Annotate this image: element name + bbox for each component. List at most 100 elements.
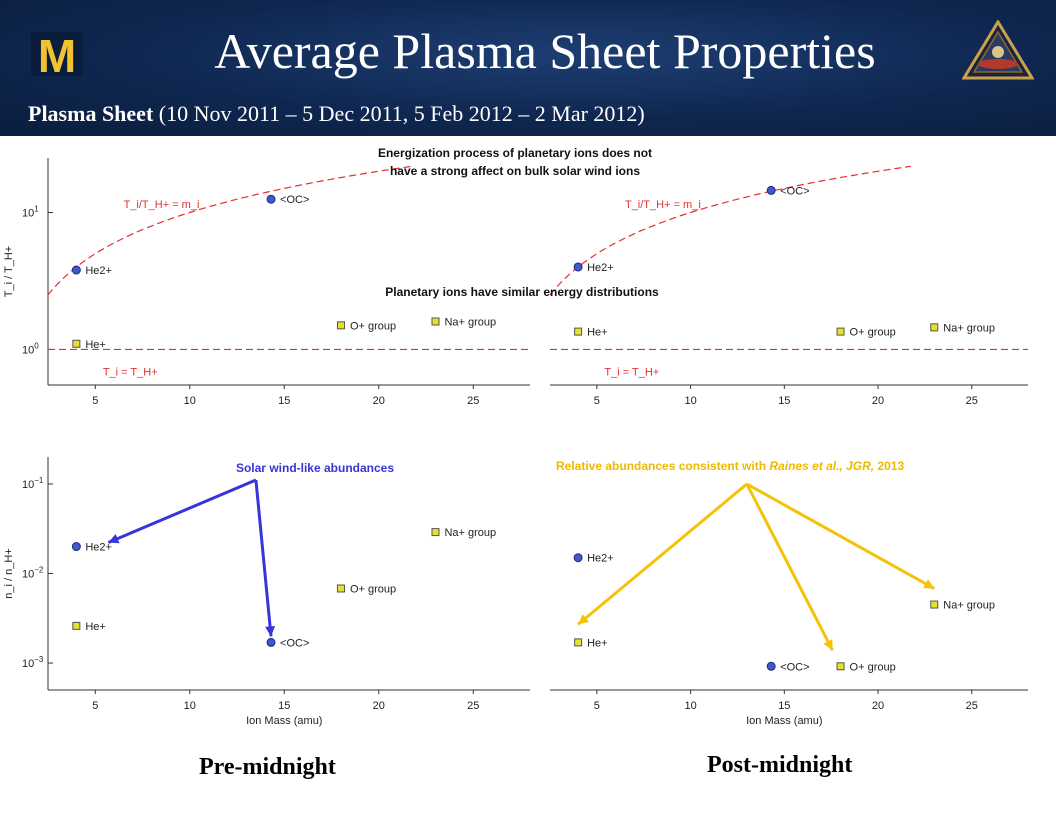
blue-arrow-oc-head [265,626,276,637]
data-point-square [431,528,440,537]
x-tick-label: 10 [684,395,696,407]
slide-subtitle: Plasma Sheet (10 Nov 2011 – 5 Dec 2011, … [28,101,645,127]
y-tick-label: 100 [22,341,39,356]
data-point-circle [71,542,81,552]
data-point-circle [766,185,776,195]
x-tick-label: 25 [467,395,479,407]
energization-line-2: have a strong affect on bulk solar wind … [390,164,640,178]
x-axis-label: Ion Mass (amu) [746,715,822,727]
relative-prefix: Relative abundances consistent with [556,459,769,473]
relative-abundance-annotation: Relative abundances consistent with Rain… [556,459,904,473]
data-point-label: He+ [587,327,608,339]
data-point-label: He+ [587,637,608,649]
gold-arrow-heplus-head [578,614,589,625]
data-point-label: He2+ [587,262,614,274]
data-point-square [836,327,845,336]
data-point-label: Na+ group [444,316,496,328]
gold-arrow-oplus [745,483,834,651]
data-point-circle [573,553,583,563]
data-point-label: <OC> [780,661,809,673]
x-tick-label: 20 [373,395,385,407]
data-point-label: He+ [85,621,106,633]
x-tick-label: 10 [184,395,196,407]
data-point-square [930,600,939,609]
data-point-label: <OC> [280,194,309,206]
data-point-square [930,323,939,332]
data-point-circle [266,194,276,204]
post-midnight-temperature-panel: 5 10 15 20 25 T_i/T_H+ = m_i T_i = T_H+ He2+ He+… [549,165,1028,407]
x-tick-label: 10 [684,700,696,712]
logo-background [31,32,83,76]
x-axis-label: Ion Mass (amu) [246,715,322,727]
data-point-square [574,638,583,647]
y-tick-label: 10−3 [22,655,44,670]
reference-label-equal-temperature: T_i = T_H+ [604,366,659,378]
blue-arrow-he2 [107,478,257,544]
mission-seal-logo [962,20,1034,80]
y-axis-label: n_i / n_H+ [3,548,15,598]
reference-curve-mass-ratio [47,165,412,296]
gold-arrow-heplus [577,482,748,626]
data-point-label: <OC> [780,185,809,197]
reference-curve-mass-ratio [549,165,911,296]
x-tick-label: 25 [467,700,479,712]
planetary-similar-annotation: Planetary ions have similar energy distr… [385,285,659,299]
x-tick-label: 5 [92,700,98,712]
subtitle-bold: Plasma Sheet [28,101,154,126]
blue-arrow-oc [254,479,273,637]
relative-citation: Raines et al., JGR, [769,459,874,473]
x-tick-label: 20 [872,395,884,407]
data-point-circle [766,661,776,671]
y-tick-label: 10−2 [22,566,44,581]
y-tick-label: 10−1 [22,476,44,491]
y-axis-label: T_i / T_H+ [3,246,15,297]
x-tick-label: 20 [872,700,884,712]
x-tick-label: 10 [184,700,196,712]
data-point-circle [573,262,583,272]
data-point-label: <OC> [280,637,309,649]
data-point-label: He2+ [85,265,112,277]
data-point-label: He2+ [85,542,112,554]
data-point-square [336,584,345,593]
data-point-circle [266,637,276,647]
subtitle-dates: (10 Nov 2011 – 5 Dec 2011, 5 Feb 2012 – … [153,101,645,126]
data-point-label: O+ group [350,583,396,595]
x-tick-label: 5 [92,395,98,407]
pre-midnight-abundance-panel: 5 10 15 20 25 10−1 10−2 10−3 n_i / n_H+ Ion Mass … [3,457,530,727]
x-tick-label: 25 [966,395,978,407]
data-point-label: Na+ group [444,527,496,539]
data-point-square [574,327,583,336]
university-m-logo: M [31,32,83,76]
x-tick-label: 25 [966,700,978,712]
pre-midnight-temperature-panel: 5 10 15 20 25 100 101 T_i / T_H+ T_i/T_H+ = m_i T… [3,158,530,407]
reference-label-equal-temperature: T_i = T_H+ [103,366,158,378]
annotation-arrows [107,478,936,651]
pre-midnight-caption: Pre-midnight [199,754,336,780]
y-tick-label: 101 [22,204,39,219]
x-tick-label: 15 [778,700,790,712]
relative-year: 2013 [874,459,904,473]
seal-planet [992,46,1004,58]
chart-area: 5 10 15 20 25 100 101 T_i / T_H+ T_i/T_H+ = m_i T… [3,146,1028,727]
seal-banner [978,59,1018,69]
post-midnight-abundance-panel: 5 10 15 20 25 Ion Mass (amu) He2+ He+ <OC> O+ gro… [550,553,1028,727]
data-point-label: Na+ group [943,322,995,334]
data-point-label: He+ [85,339,106,351]
gold-arrow-naplus [746,482,936,590]
blue-arrow-he2-head [108,534,120,544]
energization-annotation: Energization process of planetary ions d… [378,146,652,178]
x-tick-label: 15 [778,395,790,407]
data-point-circle [71,265,81,275]
data-point-square [72,339,81,348]
data-point-label: Na+ group [943,600,995,612]
x-tick-label: 5 [594,395,600,407]
x-tick-label: 15 [278,395,290,407]
data-point-square [72,621,81,630]
reference-label-mass-ratio: T_i/T_H+ = m_i [124,199,200,211]
data-point-label: He2+ [587,553,614,565]
data-point-square [336,321,345,330]
solar-wind-annotation: Solar wind-like abundances [236,461,394,475]
slide-title: Average Plasma Sheet Properties [214,23,876,79]
gold-arrow-naplus-head [923,579,935,589]
x-tick-label: 5 [594,700,600,712]
